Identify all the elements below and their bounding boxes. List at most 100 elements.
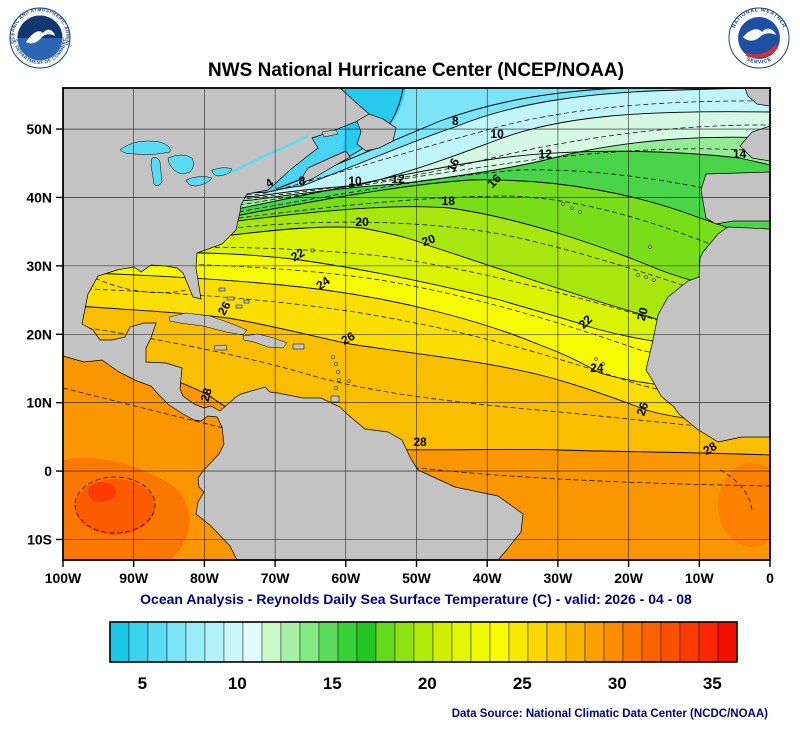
lon-tick-label: 0 [766,570,774,586]
sst-warm-patches [63,457,770,560]
lon-tick-label: 40W [473,570,503,586]
land-anticosti [321,129,339,138]
lake-michigan [150,157,163,186]
land-bahamas [218,287,250,309]
contour-label: 10 [348,174,362,188]
colorbar-cell [337,621,358,663]
lake-ontario [211,167,233,177]
land-lesser-antilles [331,355,351,390]
contour-label: 26 [339,329,358,348]
colorbar-tick-labels: 5 10 15 20 25 30 35 [138,674,722,693]
colorbar-cell [204,621,225,663]
colorbar-tick-label: 35 [703,674,722,693]
land-americas [63,88,524,560]
colorbar-tick-label: 30 [608,674,627,693]
contour-label: 20 [355,215,369,229]
land-nova-scotia [302,150,351,183]
lat-tick-label: 10S [27,531,52,547]
land-england [744,88,770,107]
colorbar-cell [109,621,130,663]
page-title: NWS National Hurricane Center (NCEP/NOAA… [208,60,624,81]
contour-label: 10 [490,127,504,141]
land-bermuda [310,248,315,253]
colorbar-cell [185,621,206,663]
nws-logo: NATIONAL WEATHER SERVICE [728,7,790,69]
contour-label: 20 [634,305,651,322]
colorbar-cell [584,621,605,663]
colorbar-cell [527,621,548,663]
contour-label: 24 [590,361,604,375]
great-lakes [119,134,309,187]
lat-tick-label: 50N [26,121,52,137]
nws-ring-text-bottom: SERVICE [745,56,772,65]
contour-label: 22 [289,245,308,264]
colorbar: 5 10 15 20 25 30 35 [109,621,738,693]
lat-tick-label: 10N [26,395,52,411]
colorbar-tick-label: 10 [228,674,247,693]
land-cape-verde [594,357,605,366]
land-azores [561,202,582,214]
grid-lines [63,88,770,560]
colorbar-cell [641,621,662,663]
colorbar-cell [508,621,529,663]
colorbar-frame [109,621,738,663]
contour-label: 28 [198,386,215,403]
colorbar-cell [565,621,586,663]
colorbar-cell [546,621,567,663]
lake-erie [185,176,213,187]
contour-label: 26 [634,400,652,418]
colorbar-cell [375,621,396,663]
colorbar-cell [717,621,738,663]
lake-huron [167,154,194,174]
noaa-logo: NATIONAL OCEANIC AND ATMOSPHERIC ADMINIS… [9,7,71,69]
contour-label: 8 [452,114,459,128]
data-source: Data Source: National Climatic Data Cent… [452,708,768,720]
colorbar-cell [622,621,643,663]
contour-label: 8 [299,174,306,188]
axis-labels: 50N 40N 30N 20N 10N 0 10S 100W 90W 80W 70W 60W 50W 40… [26,121,774,586]
contour-label: 14 [733,147,747,161]
colorbar-tick-label: 5 [138,674,147,693]
axis-ticks [56,128,771,567]
contour-label: 26 [215,299,234,318]
colorbar-cell [679,621,700,663]
svg-text:SERVICE: SERVICE [745,56,773,65]
lon-tick-label: 80W [190,570,220,586]
lat-tick-label: 40N [26,189,52,205]
contour-label: 16 [444,156,462,174]
lon-tick-label: 20W [614,570,644,586]
colorbar-cell [451,621,472,663]
colorbar-cell [470,621,491,663]
colorbar-cell [128,621,149,663]
colorbar-tick-label: 25 [513,674,532,693]
colorbar-cell [489,621,510,663]
land-puerto-rico [292,343,305,350]
lon-tick-label: 10W [685,570,715,586]
colorbar-cell [280,621,301,663]
colorbar-cell [318,621,339,663]
colorbar-tick-label: 20 [418,674,437,693]
colorbar-cell [413,621,434,663]
noaa-gull-icon [26,29,55,44]
colorbar-cell [432,621,453,663]
colorbar-cells [109,621,738,663]
land-madeira [648,245,652,249]
lon-tick-label: 60W [331,570,361,586]
land-cuba [168,312,248,336]
land-france [739,125,770,162]
st-lawrence-river [231,134,309,174]
lon-tick-label: 50W [402,570,432,586]
land-trinidad [330,395,340,403]
lat-tick-label: 30N [26,258,52,274]
lon-tick-label: 70W [261,570,291,586]
colorbar-cell [299,621,320,663]
colorbar-cell [660,621,681,663]
colorbar-tick-label: 15 [323,674,342,693]
colorbar-cell [603,621,624,663]
colorbar-cell [261,621,282,663]
contour-label: 12 [391,172,405,186]
contour-label: 28 [413,435,427,449]
